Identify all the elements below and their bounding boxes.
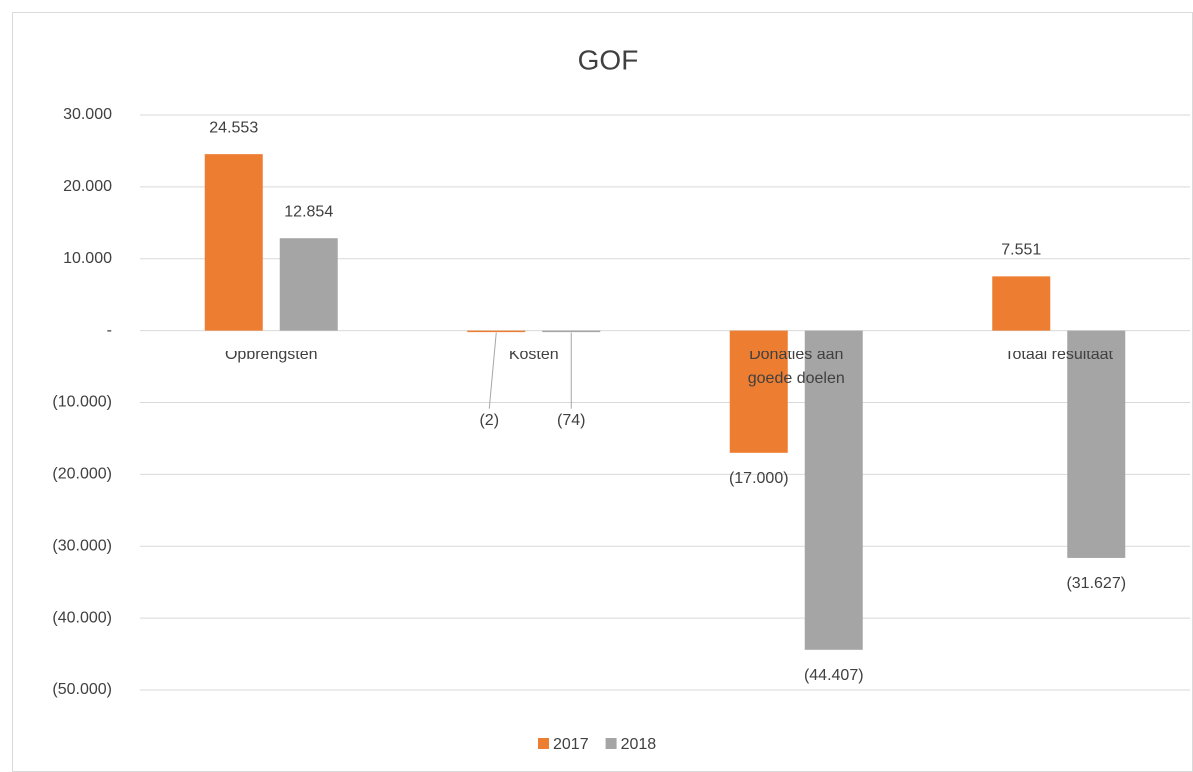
bar [542, 330, 601, 333]
leader-line [488, 332, 497, 409]
value-label: 7.551 [1001, 242, 1041, 259]
y-tick-label: (50.000) [52, 681, 112, 698]
x-tick-label-box: Donaties aan goede doelen [747, 350, 845, 387]
value-label: (31.627) [1066, 575, 1126, 592]
y-tick-label: (30.000) [52, 537, 112, 554]
bar [992, 276, 1051, 331]
y-tick-label: - [107, 322, 112, 339]
bar [279, 238, 338, 331]
x-tick-label: Totaal resultaat [1004, 350, 1113, 363]
bar [204, 154, 263, 331]
value-label: (17.000) [729, 470, 789, 487]
y-tick-label: (10.000) [52, 394, 112, 411]
value-label: (2) [479, 412, 499, 429]
x-tick-label-box: Opbrengsten [224, 350, 318, 363]
x-tick-label: Opbrengsten [224, 350, 318, 363]
y-tick-label: 10.000 [63, 250, 112, 267]
bar [729, 330, 788, 453]
y-tick-label: (40.000) [52, 609, 112, 626]
bar [804, 330, 863, 650]
y-tick-label: (20.000) [52, 466, 112, 483]
x-tick-label-box: Kosten [508, 350, 559, 363]
value-label: (44.407) [804, 667, 864, 684]
bar [467, 330, 526, 333]
y-tick-label: 20.000 [63, 178, 112, 195]
x-tick-label: Kosten [508, 350, 559, 363]
value-label: 12.854 [284, 203, 333, 220]
legend-swatch [605, 738, 617, 749]
legend-label: 2018 [621, 736, 657, 753]
value-label: 24.553 [209, 119, 258, 136]
x-tick-label-box: Totaal resultaat [1004, 350, 1113, 363]
value-label: (74) [557, 412, 585, 429]
chart-border [12, 12, 1193, 772]
chart-title: GOF [578, 44, 639, 75]
y-tick-label: 30.000 [63, 106, 112, 123]
x-tick-label: Donaties aan goede doelen [747, 350, 845, 387]
legend-swatch [538, 738, 549, 749]
bar [1067, 330, 1126, 558]
legend-label: 2017 [553, 736, 589, 753]
